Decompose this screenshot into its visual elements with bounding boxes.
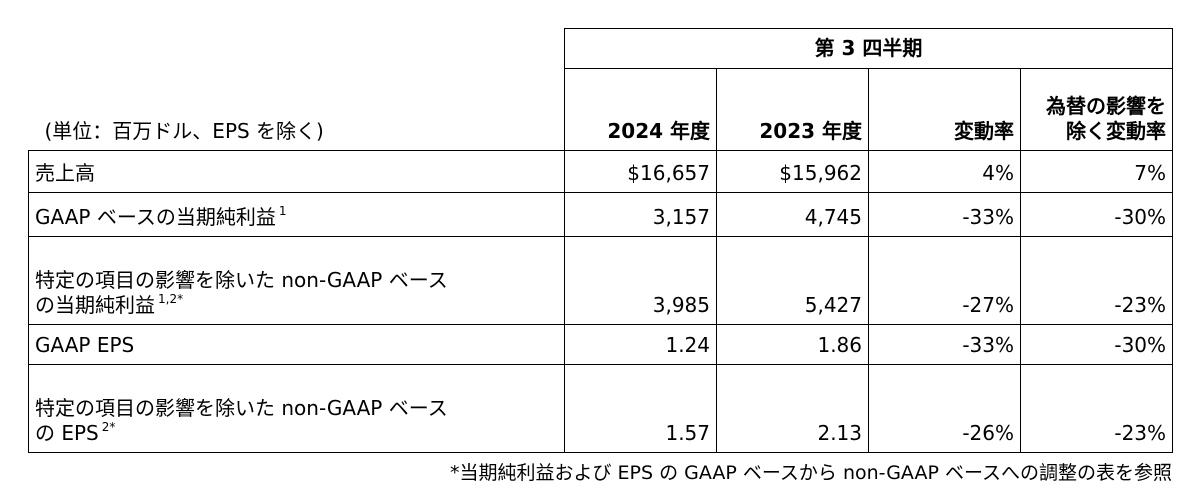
cell-2024: 1.24 (564, 324, 717, 365)
cell-fx-change: 7% (1019, 150, 1174, 193)
cell-2023: 5,427 (716, 236, 869, 325)
cell-2023: 2.13 (716, 364, 869, 453)
table-row: GAAP EPS 1.24 1.86 -33% -30% (28, 324, 1174, 365)
cell-change: -26% (868, 364, 1021, 453)
cell-fx-change: -23% (1019, 236, 1174, 325)
row-label: 特定の項目の影響を除いた non-GAAP ベース の当期純利益 1,2* (28, 236, 565, 325)
cell-fx-change: -23% (1019, 364, 1174, 453)
cell-2023: 1.86 (716, 324, 869, 365)
row-label: GAAP ベースの当期純利益 1 (28, 192, 565, 237)
cell-2024: 1.57 (564, 364, 717, 453)
cell-change: -33% (868, 192, 1021, 237)
table-row: 特定の項目の影響を除いた non-GAAP ベース の EPS 2* 1.57 2… (28, 364, 1174, 453)
col-header-fx-change: 為替の影響を 除く変動率 (1019, 68, 1174, 151)
quarter-header: 第 3 四半期 (563, 28, 1174, 69)
row-label: 特定の項目の影響を除いた non-GAAP ベース の EPS 2* (28, 364, 565, 453)
col-header-change: 変動率 (868, 68, 1021, 151)
cell-fx-change: -30% (1019, 324, 1174, 365)
table-row: 特定の項目の影響を除いた non-GAAP ベース の当期純利益 1,2* 3,9… (28, 236, 1174, 325)
cell-change: -33% (868, 324, 1021, 365)
earnings-table: 第 3 四半期 (単位：百万ドル、EPS を除く) 2024 年度 2023 年… (28, 28, 1174, 453)
cell-change: -27% (868, 236, 1021, 325)
cell-2024: 3,985 (564, 236, 717, 325)
cell-2024: $16,657 (564, 150, 717, 193)
row-label: GAAP EPS (28, 324, 565, 365)
cell-2024: 3,157 (564, 192, 717, 237)
cell-fx-change: -30% (1019, 192, 1174, 237)
cell-2023: 4,745 (716, 192, 869, 237)
cell-2023: $15,962 (716, 150, 869, 193)
table-row: GAAP ベースの当期純利益 1 3,157 4,745 -33% -30% (28, 192, 1174, 237)
header-row-columns: (単位：百万ドル、EPS を除く) 2024 年度 2023 年度 変動率 為替… (28, 68, 1174, 151)
footnote-marker: 1,2* (158, 292, 184, 306)
unit-label: (単位：百万ドル、EPS を除く) (28, 68, 565, 151)
table-row: 売上高 $16,657 $15,962 4% 7% (28, 150, 1174, 193)
col-header-fx-line1: 為替の影響を (1046, 94, 1167, 118)
cell-change: 4% (868, 150, 1021, 193)
col-header-2024: 2024 年度 (564, 68, 717, 151)
footnote: *当期純利益および EPS の GAAP ベースから non-GAAP ベースへ… (449, 462, 1172, 484)
col-header-2023: 2023 年度 (716, 68, 869, 151)
row-label: 売上高 (28, 150, 565, 193)
header-row-quarter: 第 3 四半期 (29, 28, 1174, 69)
col-header-fx-line2: 除く変動率 (1066, 119, 1167, 143)
header-empty-cell (29, 29, 565, 69)
footnote-marker: 2* (101, 420, 116, 434)
footnote-marker: 1 (278, 204, 287, 218)
